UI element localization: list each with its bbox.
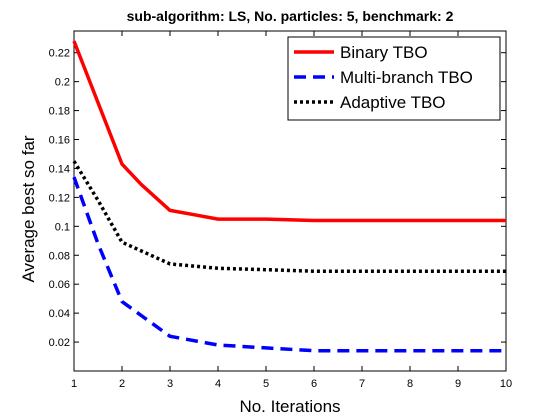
y-tick-label: 0.16 [49,135,70,147]
legend-label: Multi-branch TBO [340,68,473,87]
x-tick-label: 2 [119,378,125,390]
y-tick-label: 0.14 [49,163,70,175]
x-tick-label: 4 [215,378,221,390]
y-axis-ticks: 0.02 0.04 0.06 0.08 0.1 0.12 0.14 0.16 0.18 0.2 0.… [49,48,506,349]
legend-label: Binary TBO [340,43,428,62]
x-tick-label: 5 [263,378,269,390]
x-tick-label: 7 [359,378,365,390]
x-axis-label: No. Iterations [239,397,340,416]
y-axis-label: Average best so far [19,135,38,282]
series-lines [72,40,506,353]
x-axis-ticks: 1 2 3 4 5 6 7 8 9 10 [71,31,512,390]
y-tick-label: 0.1 [55,221,70,233]
y-tick-label: 0.08 [49,250,70,262]
legend-label: Adaptive TBO [340,93,446,112]
x-tick-label: 6 [311,378,317,390]
series-line-2 [72,176,506,353]
x-tick-label: 3 [167,378,173,390]
series-line-1 [72,40,506,223]
x-tick-label: 9 [455,378,461,390]
x-tick-label: 1 [71,378,77,390]
x-tick-label: 10 [500,378,512,390]
x-tick-label: 8 [407,378,413,390]
y-tick-label: 0.12 [49,192,70,204]
y-tick-label: 0.06 [49,279,70,291]
y-tick-label: 0.04 [49,308,70,320]
chart-title: sub-algorithm: LS, No. particles: 5, ben… [127,8,454,24]
legend: Binary TBO Multi-branch TBO Adaptive TBO [287,36,501,121]
y-tick-label: 0.02 [49,337,70,349]
y-tick-label: 0.18 [49,106,70,118]
y-tick-label: 0.2 [55,77,70,89]
y-tick-label: 0.22 [49,48,70,60]
series-line-3 [72,160,506,273]
